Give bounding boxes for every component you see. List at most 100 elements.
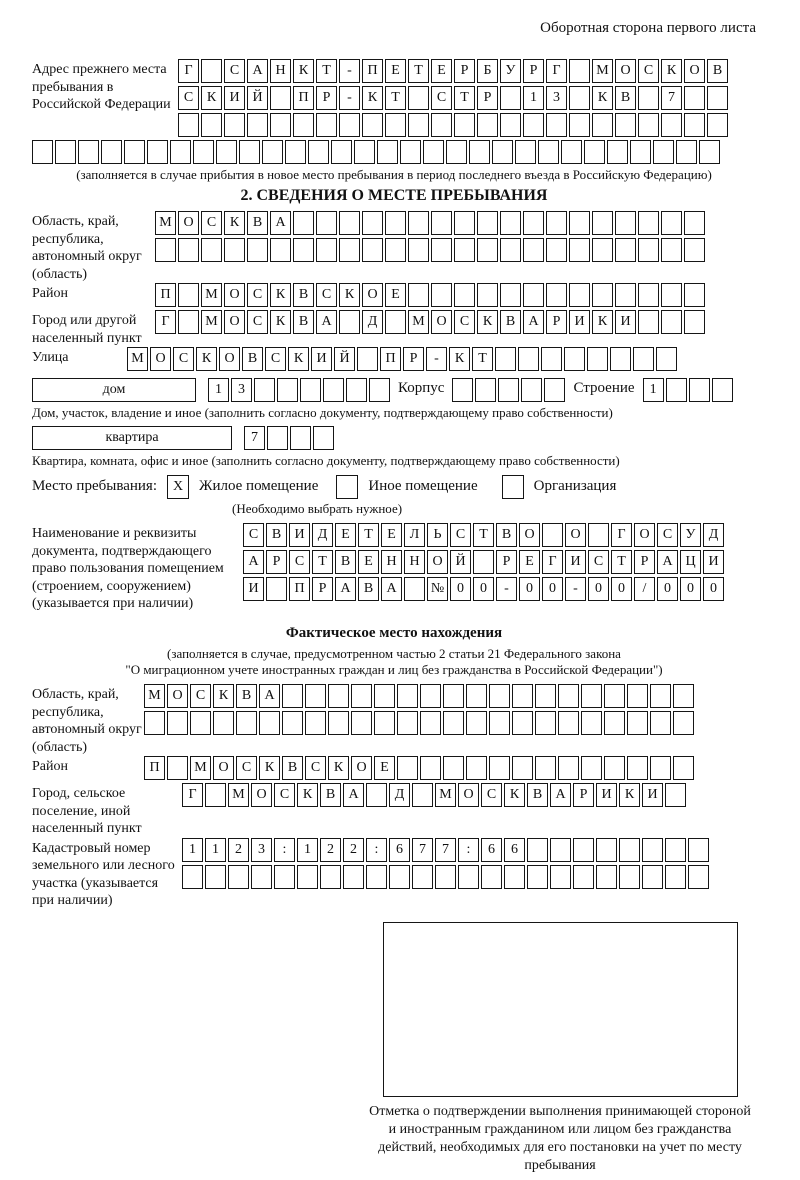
- char-cell[interactable]: Д: [362, 310, 383, 335]
- char-cell[interactable]: [512, 684, 533, 708]
- char-cell[interactable]: 0: [542, 577, 563, 601]
- char-cell[interactable]: [282, 711, 303, 735]
- char-cell[interactable]: П: [289, 577, 310, 601]
- char-cell[interactable]: С: [638, 59, 659, 83]
- char-cell[interactable]: А: [335, 577, 356, 601]
- char-cell[interactable]: [489, 711, 510, 735]
- char-cell[interactable]: 0: [473, 577, 494, 601]
- char-cell[interactable]: [178, 283, 199, 308]
- char-cell[interactable]: С: [190, 684, 211, 708]
- char-cell[interactable]: [711, 378, 733, 403]
- char-cell[interactable]: М: [408, 310, 429, 335]
- char-cell[interactable]: В: [320, 783, 341, 807]
- char-cell[interactable]: О: [684, 59, 705, 83]
- char-cell[interactable]: [167, 711, 188, 735]
- char-cell[interactable]: М: [201, 310, 222, 335]
- char-cell[interactable]: П: [144, 756, 165, 780]
- char-cell[interactable]: В: [496, 523, 517, 547]
- char-cell[interactable]: В: [527, 783, 548, 807]
- char-cell[interactable]: О: [351, 756, 372, 780]
- char-cell[interactable]: К: [339, 283, 360, 308]
- char-cell[interactable]: С: [274, 783, 295, 807]
- char-cell[interactable]: [527, 864, 548, 889]
- char-cell[interactable]: [615, 238, 636, 263]
- char-cell[interactable]: [489, 756, 510, 780]
- char-cell[interactable]: О: [362, 283, 383, 308]
- char-cell[interactable]: [573, 864, 594, 889]
- char-cell[interactable]: Н: [404, 550, 425, 574]
- char-cell[interactable]: [665, 378, 687, 403]
- char-cell[interactable]: Р: [573, 783, 594, 807]
- char-cell[interactable]: [431, 211, 452, 236]
- char-cell[interactable]: Б: [477, 59, 498, 83]
- char-cell[interactable]: [251, 864, 272, 889]
- char-cell[interactable]: 7: [661, 86, 682, 110]
- char-cell[interactable]: К: [288, 347, 309, 372]
- char-cell[interactable]: [515, 140, 536, 164]
- char-cell[interactable]: И: [569, 310, 590, 335]
- char-cell[interactable]: К: [270, 283, 291, 308]
- char-cell[interactable]: 7: [412, 837, 433, 862]
- char-cell[interactable]: [569, 283, 590, 308]
- char-cell[interactable]: 2: [228, 837, 249, 862]
- char-cell[interactable]: [477, 238, 498, 263]
- char-cell[interactable]: [385, 310, 406, 335]
- char-cell[interactable]: [500, 238, 521, 263]
- char-cell[interactable]: [274, 864, 295, 889]
- char-cell[interactable]: 1: [182, 837, 203, 862]
- char-cell[interactable]: [290, 425, 311, 450]
- char-cell[interactable]: С: [454, 310, 475, 335]
- char-cell[interactable]: [452, 378, 474, 403]
- char-cell[interactable]: О: [224, 283, 245, 308]
- char-cell[interactable]: [673, 711, 694, 735]
- char-cell[interactable]: Е: [519, 550, 540, 574]
- char-cell[interactable]: [351, 711, 372, 735]
- char-cell[interactable]: [665, 837, 686, 862]
- char-cell[interactable]: [239, 140, 260, 164]
- char-cell[interactable]: Г: [611, 523, 632, 547]
- char-cell[interactable]: 3: [231, 378, 252, 403]
- char-cell[interactable]: С: [224, 59, 245, 83]
- char-cell[interactable]: [374, 684, 395, 708]
- char-cell[interactable]: К: [196, 347, 217, 372]
- char-cell[interactable]: 0: [611, 577, 632, 601]
- char-cell[interactable]: [498, 378, 520, 403]
- char-cell[interactable]: 0: [703, 577, 724, 601]
- char-cell[interactable]: [550, 864, 571, 889]
- char-cell[interactable]: И: [596, 783, 617, 807]
- char-cell[interactable]: Г: [542, 550, 563, 574]
- char-cell[interactable]: [397, 711, 418, 735]
- char-cell[interactable]: [193, 140, 214, 164]
- char-cell[interactable]: [630, 140, 651, 164]
- char-cell[interactable]: Р: [546, 310, 567, 335]
- char-cell[interactable]: [443, 684, 464, 708]
- char-cell[interactable]: 1: [205, 837, 226, 862]
- char-cell[interactable]: [684, 113, 705, 137]
- char-cell[interactable]: Г: [546, 59, 567, 83]
- char-cell[interactable]: [504, 864, 525, 889]
- char-cell[interactable]: Т: [385, 86, 406, 110]
- char-cell[interactable]: Ц: [680, 550, 701, 574]
- char-cell[interactable]: Т: [312, 550, 333, 574]
- char-cell[interactable]: [343, 864, 364, 889]
- char-cell[interactable]: 2: [343, 837, 364, 862]
- char-cell[interactable]: [656, 347, 677, 372]
- char-cell[interactable]: [573, 837, 594, 862]
- char-cell[interactable]: Р: [496, 550, 517, 574]
- char-cell[interactable]: [247, 113, 268, 137]
- char-cell[interactable]: №: [427, 577, 448, 601]
- char-cell[interactable]: [262, 140, 283, 164]
- char-cell[interactable]: К: [259, 756, 280, 780]
- char-cell[interactable]: [270, 86, 291, 110]
- char-cell[interactable]: [535, 756, 556, 780]
- char-cell[interactable]: [627, 684, 648, 708]
- char-cell[interactable]: М: [144, 684, 165, 708]
- char-cell[interactable]: [216, 140, 237, 164]
- char-cell[interactable]: [458, 864, 479, 889]
- char-cell[interactable]: [596, 864, 617, 889]
- char-cell[interactable]: О: [431, 310, 452, 335]
- char-cell[interactable]: [366, 864, 387, 889]
- char-cell[interactable]: [569, 59, 590, 83]
- char-cell[interactable]: [331, 140, 352, 164]
- char-cell[interactable]: [201, 238, 222, 263]
